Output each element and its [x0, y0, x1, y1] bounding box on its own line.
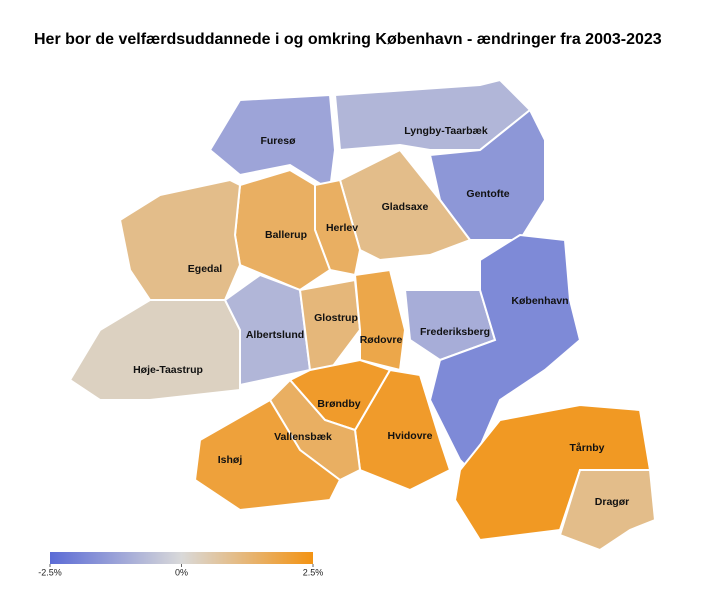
region-label: Rødovre [360, 334, 403, 346]
colorbar [50, 552, 313, 564]
region [193, 398, 342, 512]
region-label: Vallensbæk [274, 431, 332, 443]
region-label: Brøndby [317, 398, 360, 410]
region-label: Gentofte [466, 188, 509, 200]
region-label: København [511, 295, 568, 307]
region [428, 233, 582, 472]
region-label: Tårnby [569, 442, 604, 454]
region-label: Furesø [260, 135, 296, 147]
region [353, 268, 407, 372]
region-label: Lyngby-Taarbæk [404, 125, 488, 137]
region-label: Glostrup [314, 312, 358, 324]
tick-label: 0% [175, 567, 188, 577]
region [298, 278, 362, 371]
region-label: Dragør [595, 496, 629, 508]
region-label: Egedal [188, 263, 223, 275]
region-label: Ishøj [218, 454, 243, 466]
region-label: Gladsaxe [382, 201, 429, 213]
region-label: Frederiksberg [420, 326, 490, 338]
region [68, 299, 241, 401]
region [118, 178, 242, 301]
region [338, 148, 472, 262]
region [558, 469, 657, 552]
region [208, 93, 337, 192]
region-label: Hvidovre [388, 430, 433, 442]
map-title: Her bor de velfærdsuddannede i og omkrin… [34, 31, 662, 48]
tick-label: 2.5% [303, 567, 324, 577]
region-label: Ballerup [265, 229, 307, 241]
region-label: Albertslund [246, 329, 304, 341]
region-label: Herlev [326, 222, 358, 234]
region-label: Høje-Taastrup [133, 364, 203, 376]
tick-label: -2.5% [38, 567, 62, 577]
